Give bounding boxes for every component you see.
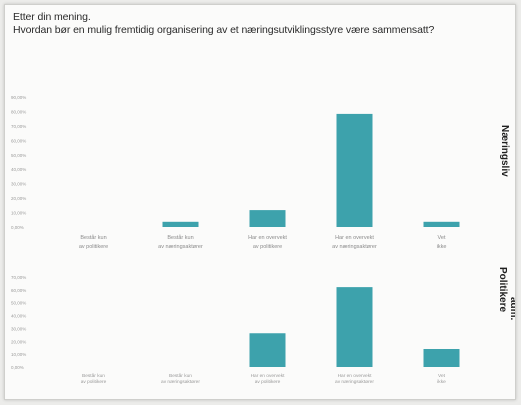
chart-title-line2: Hvordan bør en mulig fremtidig organiser… <box>13 24 435 36</box>
y-tick-label: 10,00% <box>11 211 26 216</box>
y-tick-label: 10,00% <box>11 352 26 357</box>
category-label: av politikere <box>253 244 282 250</box>
y-tick-label: 20,00% <box>11 339 26 344</box>
category-label: av næringsaktører <box>161 379 200 385</box>
category-label: av næringsaktører <box>335 379 374 385</box>
category-label: Har en overvekt <box>251 373 286 379</box>
category-label: Består kun <box>169 372 192 379</box>
category-label: ikke <box>437 244 447 250</box>
y-tick-label: 0,00% <box>11 225 24 230</box>
y-tick-label: 60,00% <box>11 138 26 143</box>
category-label: Har en overvekt <box>335 235 374 241</box>
category-label: ikke <box>437 379 446 385</box>
panel-label-adm: adm. <box>508 297 516 321</box>
category-label: av næringsaktører <box>158 244 203 250</box>
bar-politikere-2 <box>249 333 286 367</box>
panel-label-naeringsliv: Næringsliv <box>499 125 510 177</box>
y-tick-label: 30,00% <box>11 326 26 331</box>
category-label: av politikere <box>81 379 107 385</box>
y-tick-label: 70,00% <box>11 275 26 280</box>
category-label: Består kun <box>80 234 106 241</box>
y-tick-label: 50,00% <box>11 153 26 158</box>
bar-naeringsliv-1 <box>162 221 199 227</box>
y-tick-label: 0,00% <box>11 365 24 370</box>
bar-naeringsliv-3 <box>336 113 373 227</box>
category-label: Består kun <box>167 234 193 241</box>
bar-politikere-4 <box>423 349 460 367</box>
y-tick-label: 70,00% <box>11 124 26 129</box>
chart-frame: Etter din mening. Hvordan bør en mulig f… <box>4 4 516 400</box>
bar-naeringsliv-4 <box>423 221 460 227</box>
category-label: Har en overvekt <box>248 235 287 241</box>
y-tick-label: 60,00% <box>11 288 26 293</box>
category-label: Har en overvekt <box>338 373 373 379</box>
y-tick-label: 40,00% <box>11 314 26 319</box>
y-tick-label: 30,00% <box>11 182 26 187</box>
y-tick-label: 40,00% <box>11 167 26 172</box>
bar-politikere-3 <box>336 287 373 367</box>
charts-canvas: 90,00% 80,00% 70,00% 60,00% 50,00% 40,00% 30,0… <box>11 95 460 385</box>
category-label: Vet <box>438 373 446 379</box>
category-label: av næringsaktører <box>332 244 377 250</box>
category-label: av politikere <box>255 379 281 385</box>
category-label: Består kun <box>82 372 105 379</box>
y-tick-label: 80,00% <box>11 109 26 114</box>
chart-title-line1: Etter din mening. <box>13 11 91 23</box>
y-tick-label: 90,00% <box>11 95 26 100</box>
y-tick-label: 50,00% <box>11 301 26 306</box>
category-label: Vet <box>438 235 446 241</box>
bar-naeringsliv-2 <box>249 210 286 227</box>
y-tick-label: 20,00% <box>11 196 26 201</box>
category-label: av politikere <box>79 244 108 250</box>
panel-label-politikere: Politikere <box>497 267 508 313</box>
